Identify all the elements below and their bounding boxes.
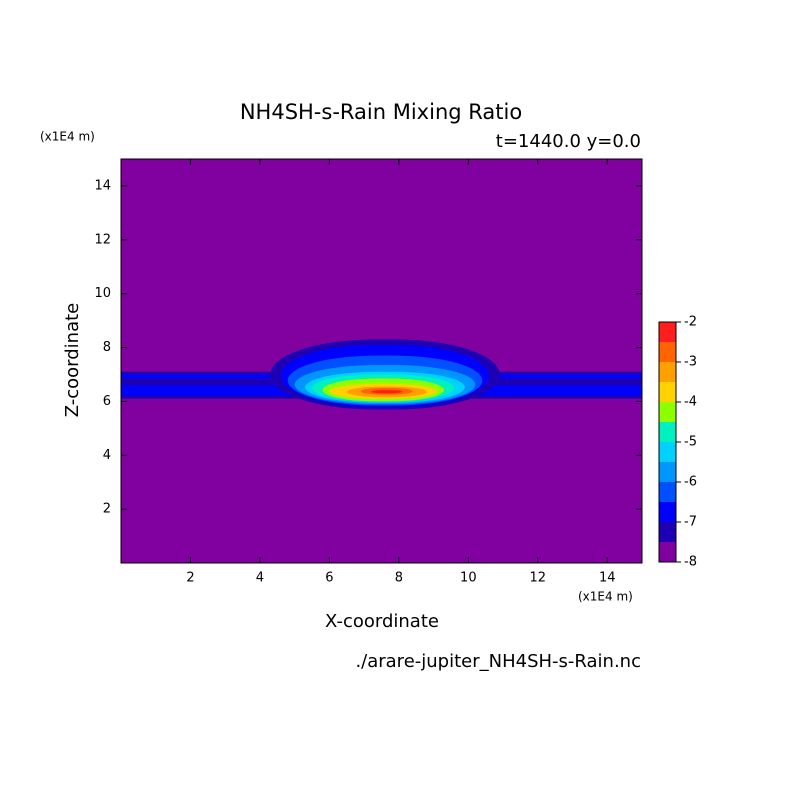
- y-tick-label: 6: [103, 394, 111, 409]
- colorbar-swatch: [659, 482, 676, 502]
- colorbar-tick-label: -6: [684, 475, 697, 490]
- colorbar-swatch: [659, 362, 676, 382]
- colorbar-swatch: [659, 342, 676, 362]
- chart-title: NH4SH-s-Rain Mixing Ratio: [240, 100, 522, 124]
- x-tick-label: 4: [256, 571, 264, 586]
- y-axis-label: Z-coordinate: [62, 303, 83, 418]
- colorbar-tick-label: -3: [684, 355, 697, 370]
- source: ./arare-jupiter_NH4SH-s-Rain.nc: [355, 651, 641, 672]
- y-tick-label: 4: [103, 448, 111, 463]
- colorbar-tick-label: -8: [684, 555, 697, 570]
- colorbar-swatch: [659, 442, 676, 462]
- x-axis-label: X-coordinate: [325, 611, 439, 632]
- x-tick-label: 8: [395, 571, 403, 586]
- y-tick-label: 8: [103, 340, 111, 355]
- y-tick-label: 2: [103, 502, 111, 517]
- x-tick-label: 14: [599, 571, 616, 586]
- colorbar-swatch: [659, 542, 676, 562]
- x-tick-label: 10: [460, 571, 477, 586]
- colorbar-tick-label: -4: [684, 395, 697, 410]
- colorbar-swatch: [659, 502, 676, 522]
- y-unit: (x1E4 m): [40, 130, 95, 144]
- y-tick-label: 10: [94, 286, 111, 301]
- colorbar-swatch: [659, 402, 676, 422]
- colorbar-swatch: [659, 522, 676, 542]
- colorbar-tick-label: -2: [684, 315, 697, 330]
- plot-frame: [120, 158, 643, 564]
- subtitle: t=1440.0 y=0.0: [496, 131, 641, 152]
- contour-fill: [371, 390, 403, 394]
- colorbar-swatch: [659, 382, 676, 402]
- colorbar-swatch: [659, 322, 676, 342]
- y-tick-label: 12: [94, 232, 111, 247]
- x-tick-label: 12: [530, 571, 547, 586]
- colorbar-tick-label: -7: [684, 515, 697, 530]
- colorbar-tick-label: -5: [684, 435, 697, 450]
- x-tick-label: 6: [325, 571, 333, 586]
- x-unit: (x1E4 m): [578, 590, 633, 604]
- x-tick-label: 2: [186, 571, 194, 586]
- y-tick-label: 14: [94, 178, 111, 193]
- colorbar-swatch: [659, 422, 676, 442]
- colorbar-swatch: [659, 462, 676, 482]
